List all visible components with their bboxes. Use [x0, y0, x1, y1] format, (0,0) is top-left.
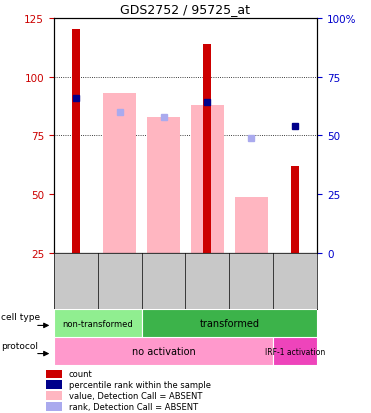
Bar — [46, 380, 62, 389]
Text: protocol: protocol — [1, 341, 38, 350]
Bar — [273, 337, 317, 366]
Text: value, Detection Call = ABSENT: value, Detection Call = ABSENT — [69, 391, 202, 400]
Bar — [103, 94, 136, 254]
Bar — [291, 166, 299, 254]
Text: no activation: no activation — [132, 347, 196, 356]
Bar — [204, 45, 211, 254]
Text: count: count — [69, 370, 93, 379]
Text: percentile rank within the sample: percentile rank within the sample — [69, 380, 211, 389]
Text: rank, Detection Call = ABSENT: rank, Detection Call = ABSENT — [69, 402, 198, 411]
Bar — [54, 337, 273, 366]
Text: transformed: transformed — [199, 318, 259, 328]
Text: cell type: cell type — [1, 313, 40, 322]
Bar — [142, 309, 317, 337]
Text: IRF-1 activation: IRF-1 activation — [265, 347, 325, 356]
Bar — [46, 402, 62, 411]
Bar — [46, 370, 62, 378]
Bar — [191, 106, 224, 254]
Text: non-transformed: non-transformed — [62, 319, 133, 328]
Bar — [72, 30, 80, 254]
Bar — [46, 391, 62, 400]
Bar — [54, 309, 142, 337]
Bar — [235, 197, 268, 254]
Title: GDS2752 / 95725_at: GDS2752 / 95725_at — [121, 3, 250, 16]
Bar — [147, 117, 180, 254]
